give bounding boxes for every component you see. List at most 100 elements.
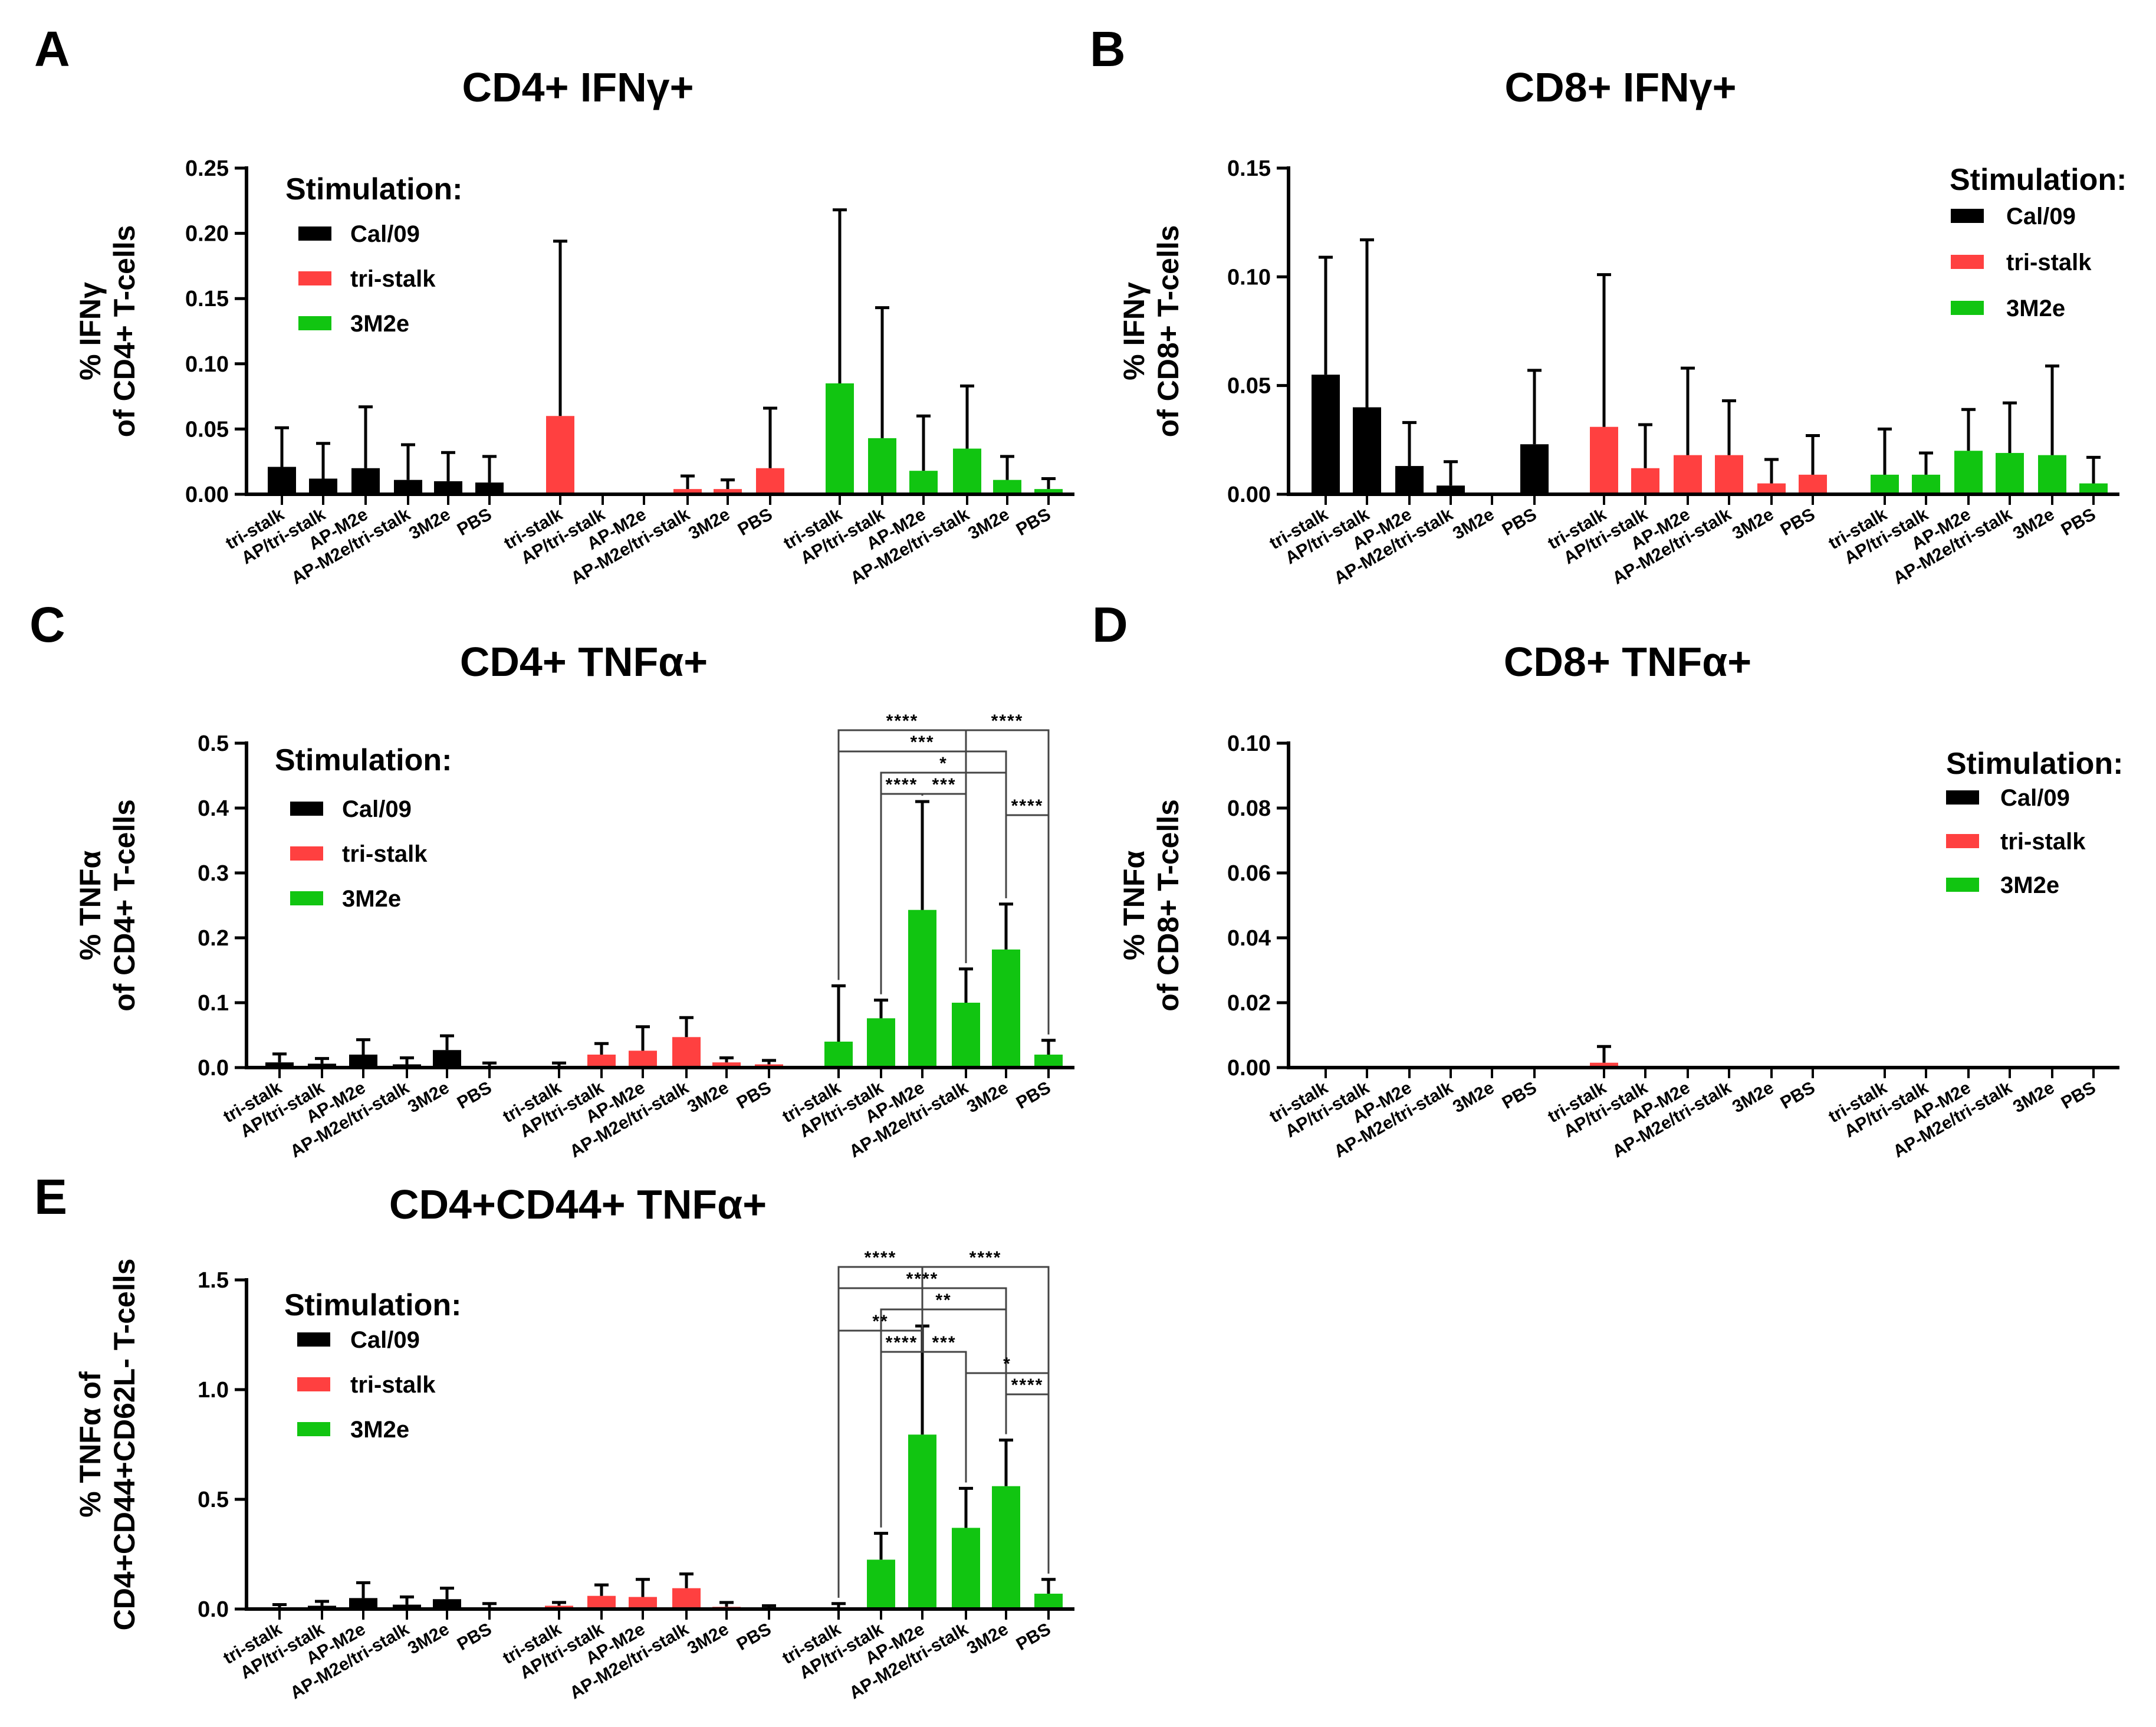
bar-tri-stalk [714, 489, 742, 494]
bar-tri-stalk [1799, 474, 1827, 494]
significance-label: **** [865, 1248, 897, 1268]
y-axis-label: % IFNγ [74, 282, 107, 380]
y-axis-label: % TNFα [74, 851, 107, 961]
y-tick-label: 0.06 [1227, 861, 1271, 886]
bar-tri-stalk [712, 1062, 741, 1068]
y-axis-label: of CD8+ T-cells [1152, 799, 1185, 1012]
bar-3m2e [824, 1042, 853, 1068]
significance-label: * [939, 754, 948, 773]
y-axis-label: % TNFα [1118, 851, 1151, 961]
legend-entry: 3M2e [2006, 296, 2065, 321]
legend-title: Stimulation: [275, 743, 452, 777]
y-tick-label: 0.25 [185, 156, 229, 181]
bar-3m2e [1954, 451, 1983, 494]
significance-label: *** [932, 775, 956, 794]
legend-swatch [298, 316, 331, 330]
bar-3m2e [1034, 1593, 1063, 1609]
y-axis-label: % TNFα of [74, 1371, 107, 1518]
bar-cal-09 [351, 468, 380, 494]
y-tick-label: 0.1 [198, 991, 229, 1016]
legend: Stimulation: Cal/09 tri-stalk 3M2e [284, 1288, 461, 1443]
legend-swatch [290, 891, 323, 905]
y-tick-label: 0.00 [1227, 1056, 1271, 1081]
legend-entry: Cal/09 [342, 796, 412, 822]
bar-cal-09 [349, 1055, 377, 1068]
bar-tri-stalk [587, 1055, 616, 1068]
y-axis-label: % IFNγ [1118, 282, 1151, 380]
bar-3m2e [1034, 1055, 1063, 1068]
significance-label: **** [991, 711, 1024, 731]
bar-cal-09 [394, 480, 422, 494]
legend-title: Stimulation: [284, 1288, 461, 1322]
y-tick-label: 0.20 [185, 222, 229, 247]
legend-entry: Cal/09 [2000, 785, 2070, 811]
significance-label: **** [886, 775, 918, 794]
bar-3m2e [992, 1486, 1020, 1609]
bar-tri-stalk [672, 1588, 701, 1609]
significance-label: ** [872, 1312, 888, 1331]
y-tick-label: 0.4 [198, 796, 229, 821]
bar-3m2e [867, 1559, 895, 1609]
significance-bracket [921, 793, 967, 963]
legend: Stimulation: Cal/09 tri-stalk 3M2e [1950, 163, 2127, 321]
bar-3m2e [1996, 452, 2024, 494]
legend-entry: Cal/09 [350, 1327, 420, 1353]
legend-swatch [298, 226, 331, 241]
bar-cal-09 [309, 478, 337, 494]
y-tick-label: 0.15 [1227, 156, 1271, 181]
y-tick-label: 0.3 [198, 861, 229, 886]
bar-tri-stalk [1715, 455, 1743, 494]
bar-cal-09 [475, 482, 504, 494]
bar-cal-09 [308, 1063, 336, 1068]
bar-3m2e [908, 910, 936, 1068]
legend: Stimulation: Cal/09 tri-stalk 3M2e [275, 743, 452, 912]
bar-3m2e [1871, 474, 1899, 494]
significance-label: **** [906, 1269, 939, 1289]
bar-3m2e [1034, 489, 1063, 494]
y-tick-label: 0.2 [198, 926, 229, 951]
panel-a-letter: A [34, 21, 70, 77]
legend-title: Stimulation: [1950, 163, 2127, 197]
bar-3m2e [993, 480, 1021, 494]
bar-3m2e [952, 1528, 980, 1609]
panel-e-title: CD4+CD44+ TNFα+ [389, 1181, 767, 1227]
significance-label: **** [886, 711, 919, 731]
bar-tri-stalk [629, 1050, 657, 1068]
legend-swatch [1951, 255, 1984, 269]
bar-3m2e [953, 448, 981, 494]
bar-cal-09 [1437, 485, 1465, 494]
y-tick-label: 0.15 [185, 287, 229, 311]
bar-3m2e [952, 1003, 980, 1068]
significance-label: **** [1011, 1375, 1044, 1395]
y-tick-label: 0.5 [198, 731, 229, 756]
bar-tri-stalk [673, 489, 702, 494]
y-axis-label: of CD4+ T-cells [108, 225, 141, 438]
bar-cal-09 [433, 1050, 461, 1068]
legend-entry: 3M2e [342, 886, 401, 912]
significance-label: *** [910, 733, 934, 752]
legend-swatch [297, 1332, 330, 1347]
y-tick-label: 0.08 [1227, 796, 1271, 821]
legend-title: Stimulation: [1946, 747, 2123, 781]
significance-label: **** [1011, 796, 1044, 816]
bar-3m2e [1912, 474, 1940, 494]
panel-b-title: CD8+ IFNγ+ [1505, 64, 1737, 110]
significance-label: * [1003, 1354, 1011, 1374]
legend-entry: tri-stalk [350, 1372, 436, 1398]
legend-swatch [1946, 790, 1979, 805]
y-tick-label: 0.5 [198, 1488, 229, 1512]
bar-3m2e [992, 949, 1020, 1068]
bar-tri-stalk [629, 1597, 657, 1609]
y-tick-label: 0.00 [185, 482, 229, 507]
bar-cal-09 [393, 1604, 421, 1609]
y-tick-label: 0.0 [198, 1597, 229, 1622]
bar-3m2e [2079, 483, 2108, 494]
bar-3m2e [826, 383, 854, 494]
legend-entry: tri-stalk [2006, 249, 2092, 275]
bar-cal-09 [434, 481, 462, 494]
legend-swatch [290, 802, 323, 816]
panel-c-title: CD4+ TNFα+ [460, 639, 708, 685]
legend-swatch [298, 271, 331, 285]
legend-swatch [290, 846, 323, 861]
